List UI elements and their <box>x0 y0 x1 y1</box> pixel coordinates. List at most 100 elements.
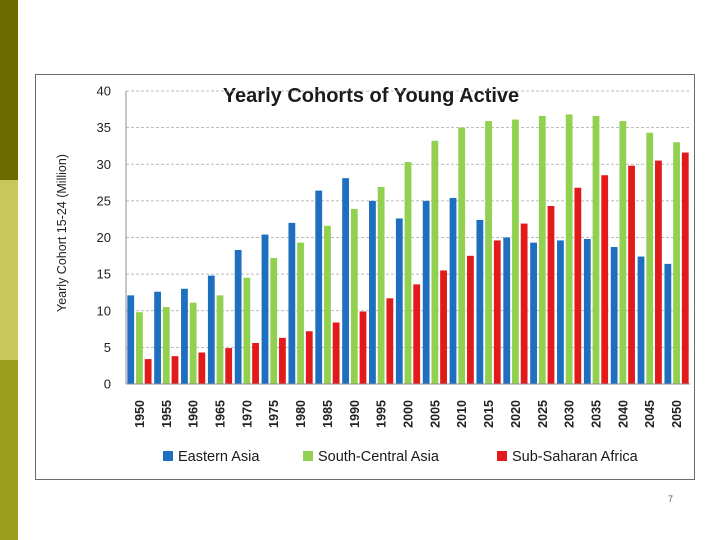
bar-sub-saharan-africa-1965 <box>225 348 233 384</box>
legend-label: South-Central Asia <box>318 449 440 465</box>
legend-swatch <box>303 451 313 461</box>
bar-sub-saharan-africa-1980 <box>305 331 313 384</box>
y-tick-label: 10 <box>97 303 111 318</box>
x-tick-label: 1990 <box>348 400 362 428</box>
bar-eastern-asia-1995 <box>369 200 376 384</box>
bar-south-central-asia-2030 <box>565 114 573 384</box>
bar-south-central-asia-2010 <box>458 127 466 384</box>
bar-south-central-asia-2015 <box>485 121 492 384</box>
bar-eastern-asia-1975 <box>261 234 269 384</box>
bar-south-central-asia-1965 <box>216 295 224 384</box>
bar-eastern-asia-2025 <box>530 242 537 384</box>
x-tick-label: 2030 <box>563 400 577 428</box>
bar-sub-saharan-africa-1995 <box>386 298 394 384</box>
bar-eastern-asia-2005 <box>422 200 430 384</box>
bar-sub-saharan-africa-2040 <box>628 165 635 384</box>
bar-south-central-asia-1970 <box>243 277 251 384</box>
x-tick-label: 2050 <box>670 400 684 428</box>
y-tick-label: 0 <box>104 377 111 392</box>
bar-eastern-asia-2010 <box>449 197 457 384</box>
legend: Eastern Asia South-Central Asia Sub-Sahara… <box>163 449 639 465</box>
bar-eastern-asia-1970 <box>234 249 242 384</box>
bar-sub-saharan-africa-2050 <box>681 152 689 384</box>
bar-sub-saharan-africa-1990 <box>359 311 367 384</box>
bar-south-central-asia-1985 <box>324 225 331 384</box>
bar-eastern-asia-1960 <box>181 288 188 384</box>
x-tick-label: 2020 <box>509 400 523 428</box>
bar-south-central-asia-2005 <box>431 140 439 384</box>
bar-south-central-asia-2040 <box>619 121 627 384</box>
x-tick-label: 1960 <box>187 400 201 428</box>
bar-eastern-asia-2050 <box>664 263 672 384</box>
bar-eastern-asia-2045 <box>637 256 645 384</box>
bar-sub-saharan-africa-2015 <box>493 240 501 384</box>
bar-sub-saharan-africa-1955 <box>171 356 179 384</box>
y-tick-label: 30 <box>97 157 111 172</box>
x-tick-label: 2035 <box>590 400 604 428</box>
chart-frame: Yearly Cohorts of Young Active Yearly Co… <box>35 74 695 480</box>
bar-south-central-asia-2050 <box>673 142 680 384</box>
bar-sub-saharan-africa-2000 <box>413 284 421 384</box>
bar-sub-saharan-africa-1985 <box>332 322 340 384</box>
y-tick-label: 25 <box>97 193 111 208</box>
bar-south-central-asia-2045 <box>646 132 654 384</box>
y-tick-label: 15 <box>97 267 111 282</box>
bar-sub-saharan-africa-2035 <box>601 175 609 384</box>
x-tick-label: 2040 <box>616 400 630 428</box>
bar-eastern-asia-2035 <box>583 238 591 384</box>
bar-eastern-asia-2040 <box>610 247 618 384</box>
legend-label: Eastern Asia <box>178 449 260 465</box>
x-tick-label: 1985 <box>321 400 335 428</box>
y-tick-label: 20 <box>97 230 111 245</box>
bar-eastern-asia-1955 <box>154 291 161 384</box>
bar-eastern-asia-2030 <box>557 240 564 384</box>
bar-south-central-asia-2020 <box>512 119 519 384</box>
bar-south-central-asia-1975 <box>270 258 278 384</box>
bar-sub-saharan-africa-1950 <box>144 359 152 384</box>
legend-swatch <box>163 451 173 461</box>
bar-chart: Yearly Cohorts of Young Active Yearly Co… <box>55 84 690 465</box>
bars <box>127 114 689 384</box>
bar-sub-saharan-africa-1970 <box>252 342 259 384</box>
bar-eastern-asia-1950 <box>127 295 135 384</box>
x-tick-label: 2015 <box>482 400 496 428</box>
legend-label: Sub-Saharan Africa <box>512 449 639 465</box>
bar-sub-saharan-africa-1975 <box>279 337 286 384</box>
bar-south-central-asia-2035 <box>592 115 600 384</box>
bar-south-central-asia-1990 <box>350 208 358 384</box>
x-tick-label: 2010 <box>455 400 469 428</box>
bar-eastern-asia-2015 <box>476 219 484 384</box>
x-tick-label: 1970 <box>240 400 254 428</box>
bar-eastern-asia-1985 <box>315 190 323 384</box>
bar-sub-saharan-africa-2030 <box>574 187 582 384</box>
side-band-top <box>0 0 18 180</box>
bar-south-central-asia-2025 <box>538 115 546 384</box>
chart-title: Yearly Cohorts of Young Active <box>223 85 519 107</box>
bar-sub-saharan-africa-2045 <box>655 160 662 384</box>
y-tick-label: 35 <box>97 120 111 135</box>
side-band-middle <box>0 180 18 360</box>
x-tick-label: 1950 <box>133 400 147 428</box>
y-tick-label: 40 <box>97 84 111 99</box>
legend-swatch <box>497 451 507 461</box>
bar-south-central-asia-1995 <box>377 186 385 384</box>
bar-south-central-asia-1950 <box>136 312 143 384</box>
bar-south-central-asia-2000 <box>404 162 412 384</box>
bar-eastern-asia-2020 <box>503 237 511 384</box>
bar-south-central-asia-1955 <box>162 307 170 384</box>
bar-eastern-asia-1990 <box>342 178 349 384</box>
x-tick-label: 1980 <box>294 400 308 428</box>
bar-eastern-asia-1980 <box>288 222 296 384</box>
x-tick-label: 2045 <box>643 400 657 428</box>
bar-sub-saharan-africa-1960 <box>198 352 206 384</box>
page-number: 7 <box>668 494 674 504</box>
y-axis-label: Yearly Cohort 15-24 (Million) <box>55 154 69 312</box>
bar-sub-saharan-africa-2025 <box>547 206 555 384</box>
bar-sub-saharan-africa-2010 <box>467 255 474 384</box>
bar-sub-saharan-africa-2005 <box>440 270 447 384</box>
x-tick-label: 1975 <box>267 400 281 428</box>
x-tick-label: 1955 <box>160 400 174 428</box>
x-tick-label: 1995 <box>375 400 389 428</box>
x-tick-label: 1965 <box>214 400 228 428</box>
